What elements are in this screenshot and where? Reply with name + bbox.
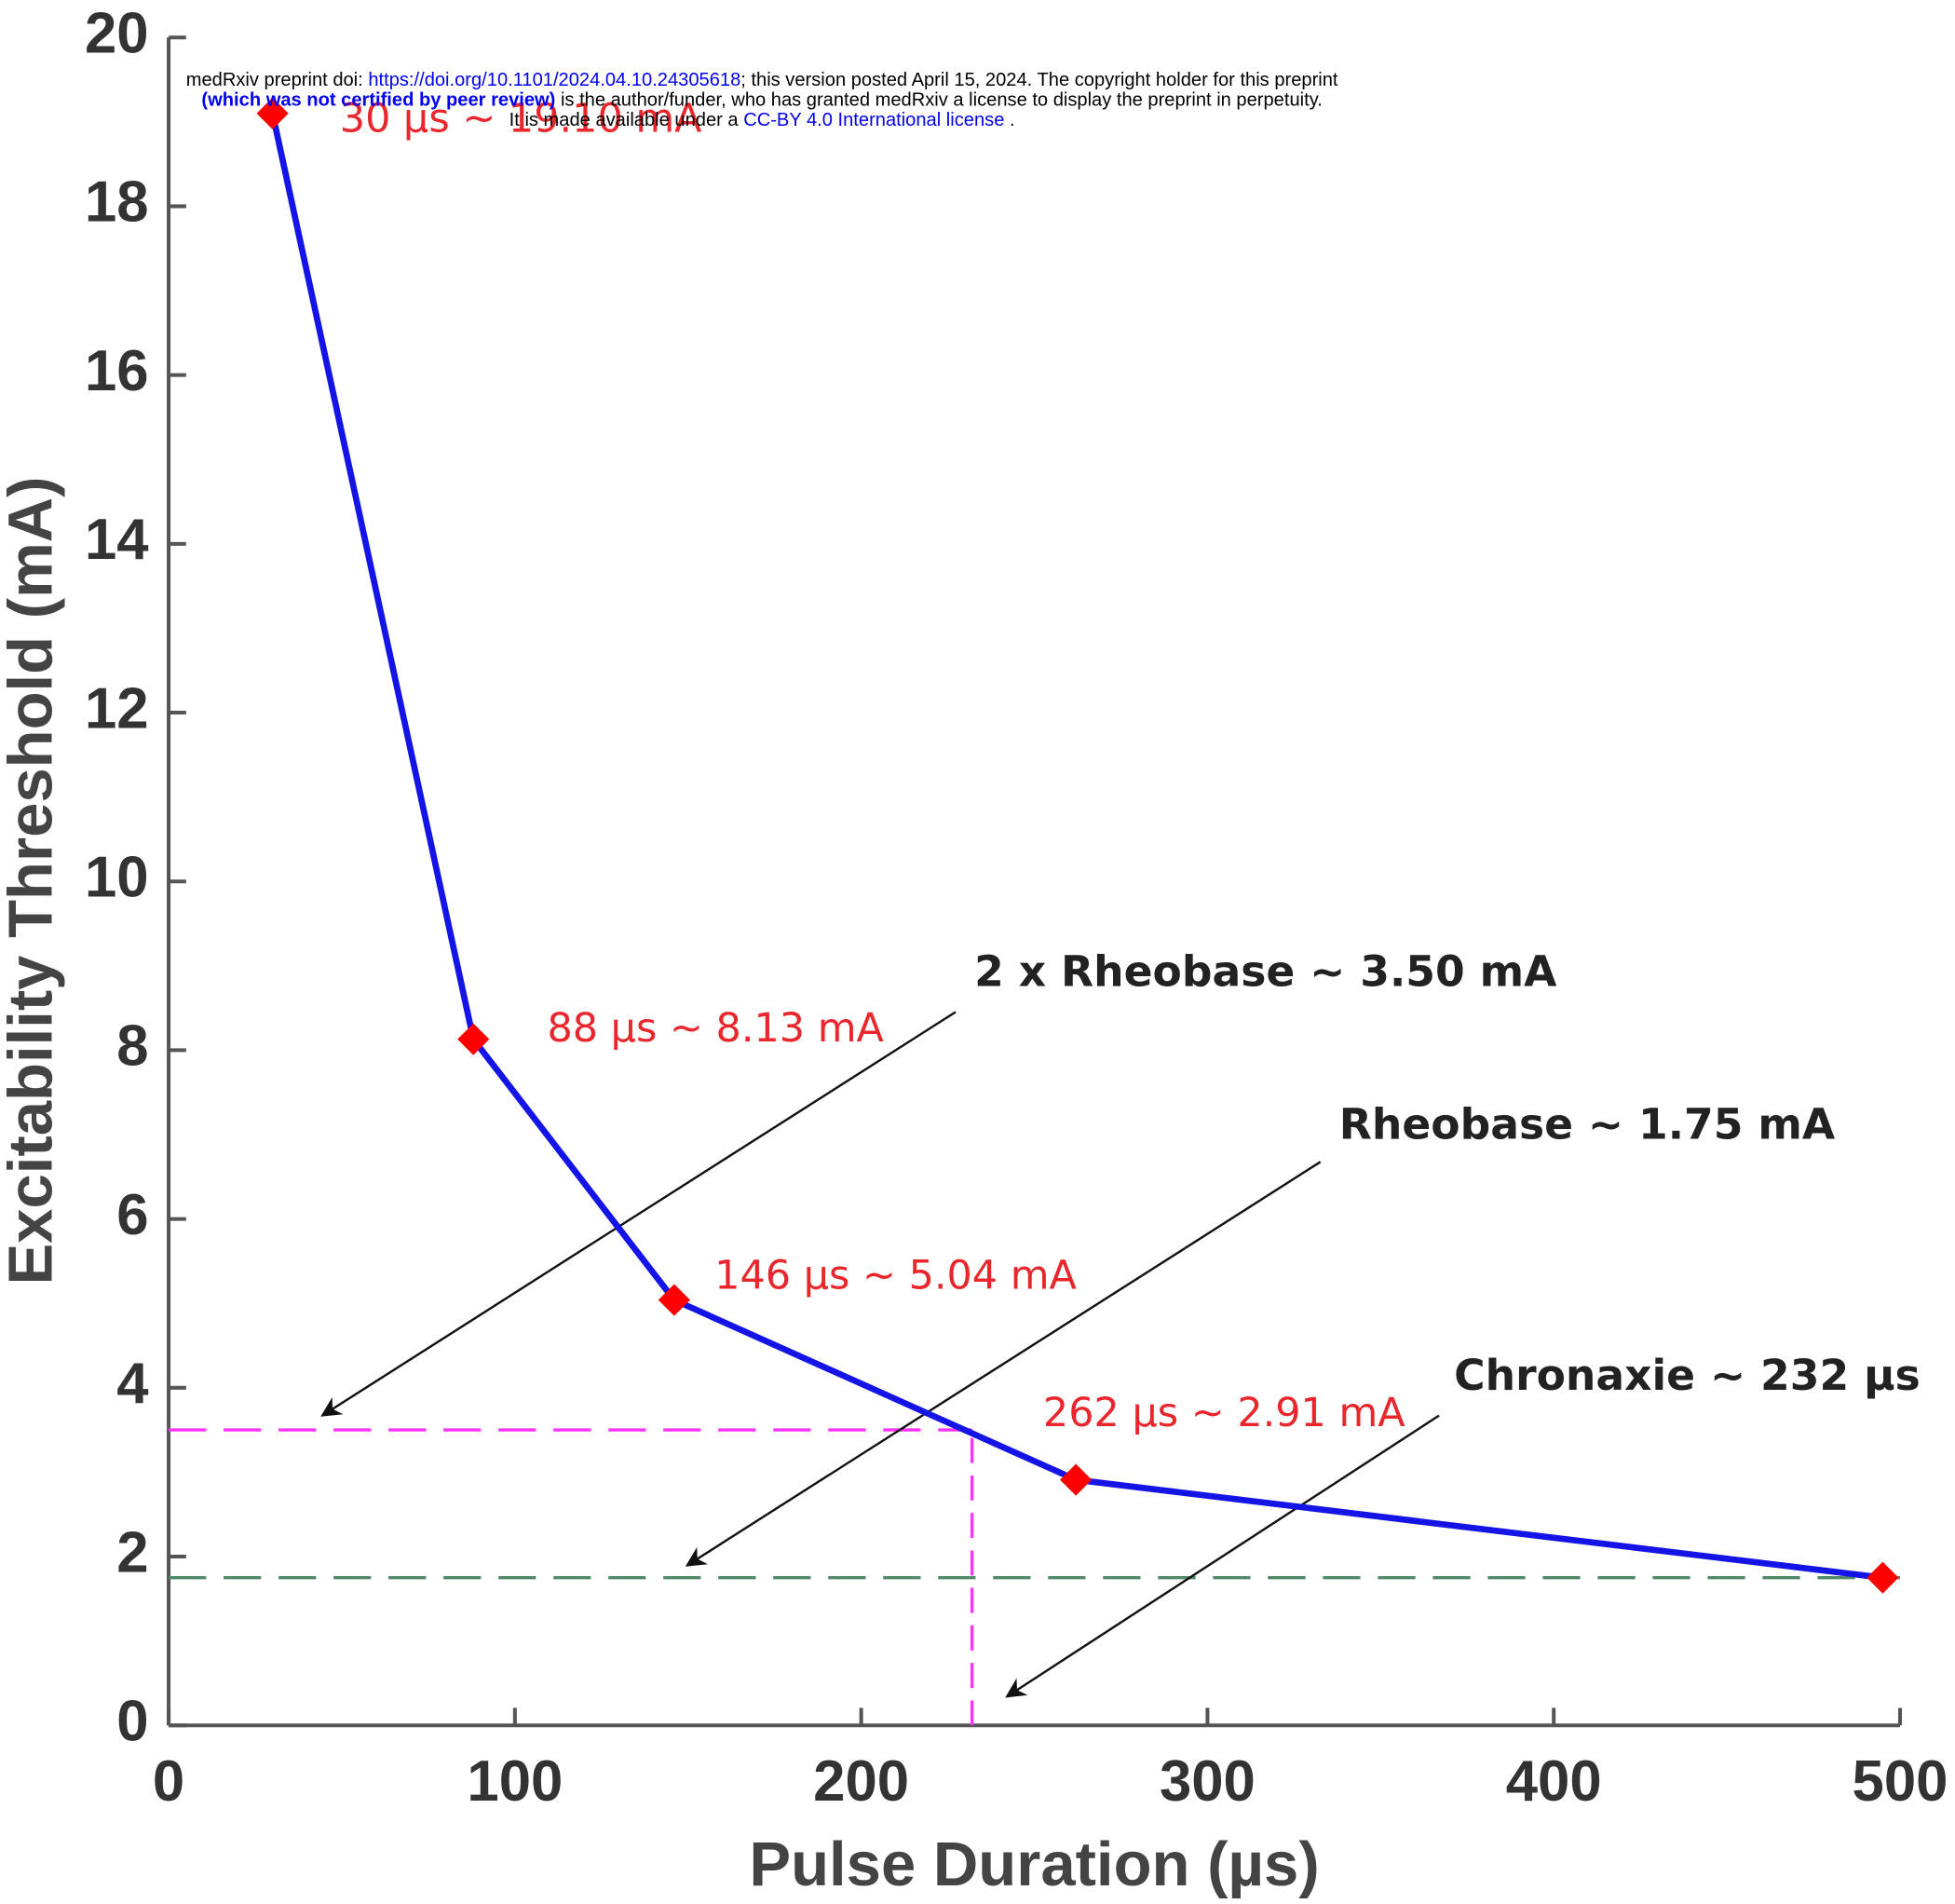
- y-tick-label: 2: [116, 1520, 148, 1584]
- data-point: [457, 1023, 490, 1055]
- y-tick-label: 10: [85, 846, 149, 910]
- value-label: 30 µs ~ 19.10 mA: [340, 96, 702, 143]
- notice-text: .: [1004, 110, 1014, 130]
- notice-line: (which was not certified by peer review)…: [201, 90, 1322, 111]
- x-tick-label: 100: [467, 1749, 563, 1814]
- value-label: 88 µs ~ 8.13 mA: [547, 1005, 883, 1052]
- annotation: Chronaxie ~ 232 µs: [1454, 1351, 1921, 1400]
- y-tick-label: 0: [116, 1690, 148, 1754]
- data-point: [256, 97, 289, 129]
- notice-text: is the author/funder, who has granted me…: [555, 90, 1322, 111]
- y-tick-label: 8: [116, 1014, 148, 1079]
- y-tick-label: 18: [85, 170, 149, 235]
- notice-text: medRxiv preprint doi:: [186, 70, 369, 90]
- y-tick-label: 6: [116, 1183, 148, 1247]
- value-label: 146 µs ~ 5.04 mA: [714, 1253, 1077, 1299]
- data-point: [1867, 1561, 1899, 1594]
- x-tick-label: 200: [813, 1749, 909, 1814]
- notice-text: ; this version posted April 15, 2024. Th…: [740, 70, 1338, 90]
- value-label: 262 µs ~ 2.91 mA: [1043, 1390, 1405, 1436]
- license-link[interactable]: CC-BY 4.0 International license: [743, 110, 1004, 130]
- annotation-arrow: [685, 1161, 1322, 1567]
- annotation: Rheobase ~ 1.75 mA: [1339, 1099, 1836, 1149]
- y-tick-label: 14: [85, 508, 149, 572]
- doi-link[interactable]: https://doi.org/10.1101/2024.04.10.24305…: [368, 70, 740, 90]
- data-point: [1060, 1463, 1093, 1496]
- y-axis-title: Excitability Threshold (mA): [0, 477, 65, 1285]
- y-tick-label: 4: [116, 1352, 148, 1416]
- x-tick-label: 300: [1160, 1749, 1256, 1814]
- notice-bold: (which was not certified by peer review): [201, 90, 555, 111]
- notice-line: It is made available under a CC-BY 4.0 I…: [509, 110, 1015, 130]
- annotation-arrow: [320, 1011, 957, 1417]
- annotation-arrow: [1005, 1414, 1440, 1698]
- notice-text: It is made available under a: [509, 110, 744, 130]
- x-axis-title: Pulse Duration (µs): [749, 1829, 1319, 1899]
- annotation: 2 x Rheobase ~ 3.50 mA: [974, 947, 1557, 997]
- y-tick-label: 12: [85, 676, 149, 741]
- y-tick-label: 20: [85, 2, 149, 66]
- y-tick-label: 16: [85, 339, 149, 403]
- x-tick-label: 500: [1853, 1749, 1948, 1814]
- x-tick-label: 0: [153, 1749, 184, 1814]
- notice-line: medRxiv preprint doi: https://doi.org/10…: [186, 70, 1338, 90]
- x-tick-label: 400: [1506, 1749, 1602, 1814]
